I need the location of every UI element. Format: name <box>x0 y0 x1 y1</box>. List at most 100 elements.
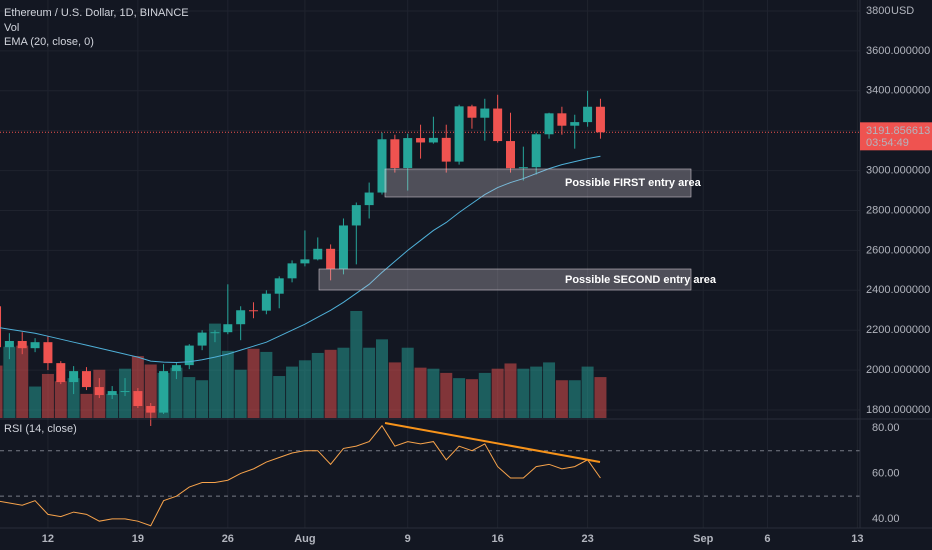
volume-bar <box>376 339 389 418</box>
candle-body <box>210 332 220 334</box>
candle-body <box>249 310 259 312</box>
rsi-tick-label: 40.00 <box>872 513 900 525</box>
volume-bar <box>298 360 311 418</box>
volume-bar <box>221 350 234 418</box>
volume-bar <box>273 376 286 418</box>
candle-body <box>94 387 104 396</box>
candle-body <box>480 108 490 118</box>
volume-bar <box>106 393 119 418</box>
volume-bar <box>80 393 93 418</box>
y-tick-label: 2000.000000 <box>866 364 930 376</box>
candle-body <box>313 248 323 260</box>
candle-body <box>184 345 194 366</box>
candle-body <box>454 106 464 162</box>
volume-bar <box>234 369 247 418</box>
volume-bar <box>530 366 543 418</box>
volume-label: Vol <box>4 22 19 34</box>
x-tick-label: Aug <box>294 533 315 545</box>
volume-bar <box>465 379 478 418</box>
chart-title: Ethereum / U.S. Dollar, 1D, BINANCE <box>4 7 189 19</box>
axes: 1800.000000 2000.000000 2200.000000 2400.00… <box>42 5 932 545</box>
candle-body <box>467 106 477 118</box>
y-tick-label: 2600.000000 <box>866 244 930 256</box>
volume-bar <box>594 377 607 418</box>
second-entry-box <box>318 268 692 291</box>
candle-body <box>261 293 271 311</box>
volume-bar <box>286 366 299 418</box>
volume-bar <box>247 348 260 418</box>
volume-bar <box>144 364 157 418</box>
rsi-tick-label: 80.00 <box>872 422 900 434</box>
candle-body <box>146 406 156 413</box>
volume-bar <box>453 378 466 418</box>
candle-body <box>377 139 387 193</box>
candle-body <box>518 167 528 169</box>
candle-body <box>300 259 310 264</box>
volume-bar <box>324 349 337 418</box>
volume-bar <box>196 380 209 418</box>
annotation: Possible SECOND entry area <box>565 274 717 286</box>
candle-body <box>197 332 207 346</box>
candle-body <box>441 137 451 162</box>
volume-bar <box>401 347 414 418</box>
candle-body <box>544 113 554 135</box>
currency-label: USD <box>891 5 914 17</box>
volume-bar <box>568 380 581 418</box>
volume-bar <box>337 347 350 418</box>
candle-body <box>107 391 117 396</box>
y-tick-label: 3800 <box>866 5 890 17</box>
candle-body <box>364 192 374 206</box>
x-tick-label: 23 <box>581 533 593 545</box>
ema-line <box>0 155 601 364</box>
x-tick-label: 19 <box>132 533 144 545</box>
volume-bar <box>581 366 594 418</box>
last-price-label: 3191.856613 <box>866 125 930 137</box>
volume-bar <box>3 346 16 418</box>
candle-body <box>274 278 284 294</box>
candle-body <box>403 138 413 168</box>
volume-bar <box>29 386 42 418</box>
annotation: Possible FIRST entry area <box>565 177 702 189</box>
volume-bar <box>67 378 80 418</box>
y-tick-label: 1800.000000 <box>866 404 930 416</box>
y-tick-label: 2200.000000 <box>866 324 930 336</box>
rsi-trendline <box>384 422 601 463</box>
x-tick-label: 6 <box>764 533 770 545</box>
candle-body <box>236 310 246 325</box>
x-tick-label: 13 <box>851 533 863 545</box>
candle-body <box>56 363 66 383</box>
candle-body <box>326 248 336 270</box>
volume-bar <box>517 368 530 418</box>
volume-bar <box>311 352 324 418</box>
candle-body <box>287 263 297 279</box>
volume-bar <box>478 372 491 418</box>
candle-body <box>171 365 181 372</box>
candle-body <box>17 340 27 349</box>
candle-body <box>416 138 426 143</box>
candle-body <box>557 113 567 126</box>
volume-bar <box>555 380 568 418</box>
candle-body <box>595 106 605 133</box>
volume-bar <box>208 323 221 418</box>
rsi-line <box>0 424 601 527</box>
volume-bar <box>260 351 273 418</box>
volume-bar <box>41 373 54 418</box>
candle-body <box>493 108 503 142</box>
candle-body <box>133 391 143 407</box>
candle-body <box>0 306 2 348</box>
volume-bar <box>491 368 504 418</box>
y-tick-label: 3000.000000 <box>866 164 930 176</box>
x-tick-label: 12 <box>42 533 54 545</box>
candle-body <box>43 342 53 364</box>
x-tick-label: 26 <box>222 533 234 545</box>
plot-area <box>0 90 607 527</box>
candle-body <box>159 371 169 413</box>
x-tick-label: 16 <box>492 533 504 545</box>
candle-body <box>223 324 233 333</box>
candle-body <box>69 371 79 383</box>
rsi-tick-label: 60.00 <box>872 467 900 479</box>
rsi-label: RSI (14, close) <box>4 423 77 435</box>
volume-bar <box>388 362 401 418</box>
